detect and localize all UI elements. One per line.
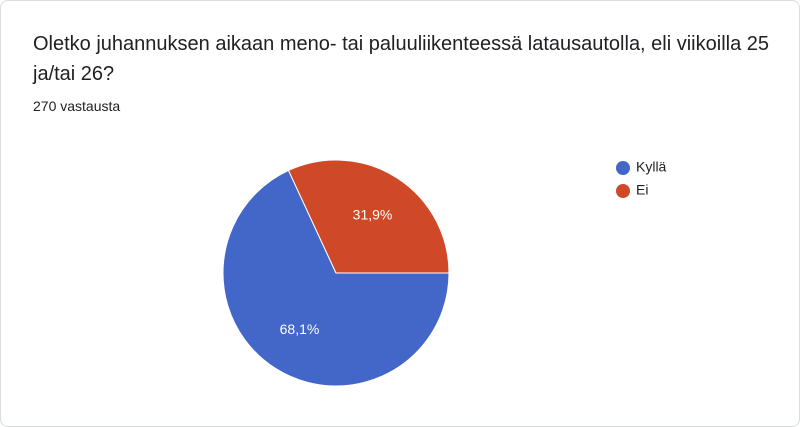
legend-label: Kyllä [636,159,667,175]
value-label: 68,1% [280,321,320,337]
value-label: 31,9% [353,207,393,223]
legend-marker [616,161,630,175]
legend-label: Ei [636,182,648,198]
legend-marker [616,184,630,198]
pie-slice [222,169,450,387]
pie-slice [287,159,450,274]
chart-title: Oletko juhannuksen aikaan meno- tai palu… [33,33,770,85]
chart-subtitle: 270 vastausta [33,98,121,114]
